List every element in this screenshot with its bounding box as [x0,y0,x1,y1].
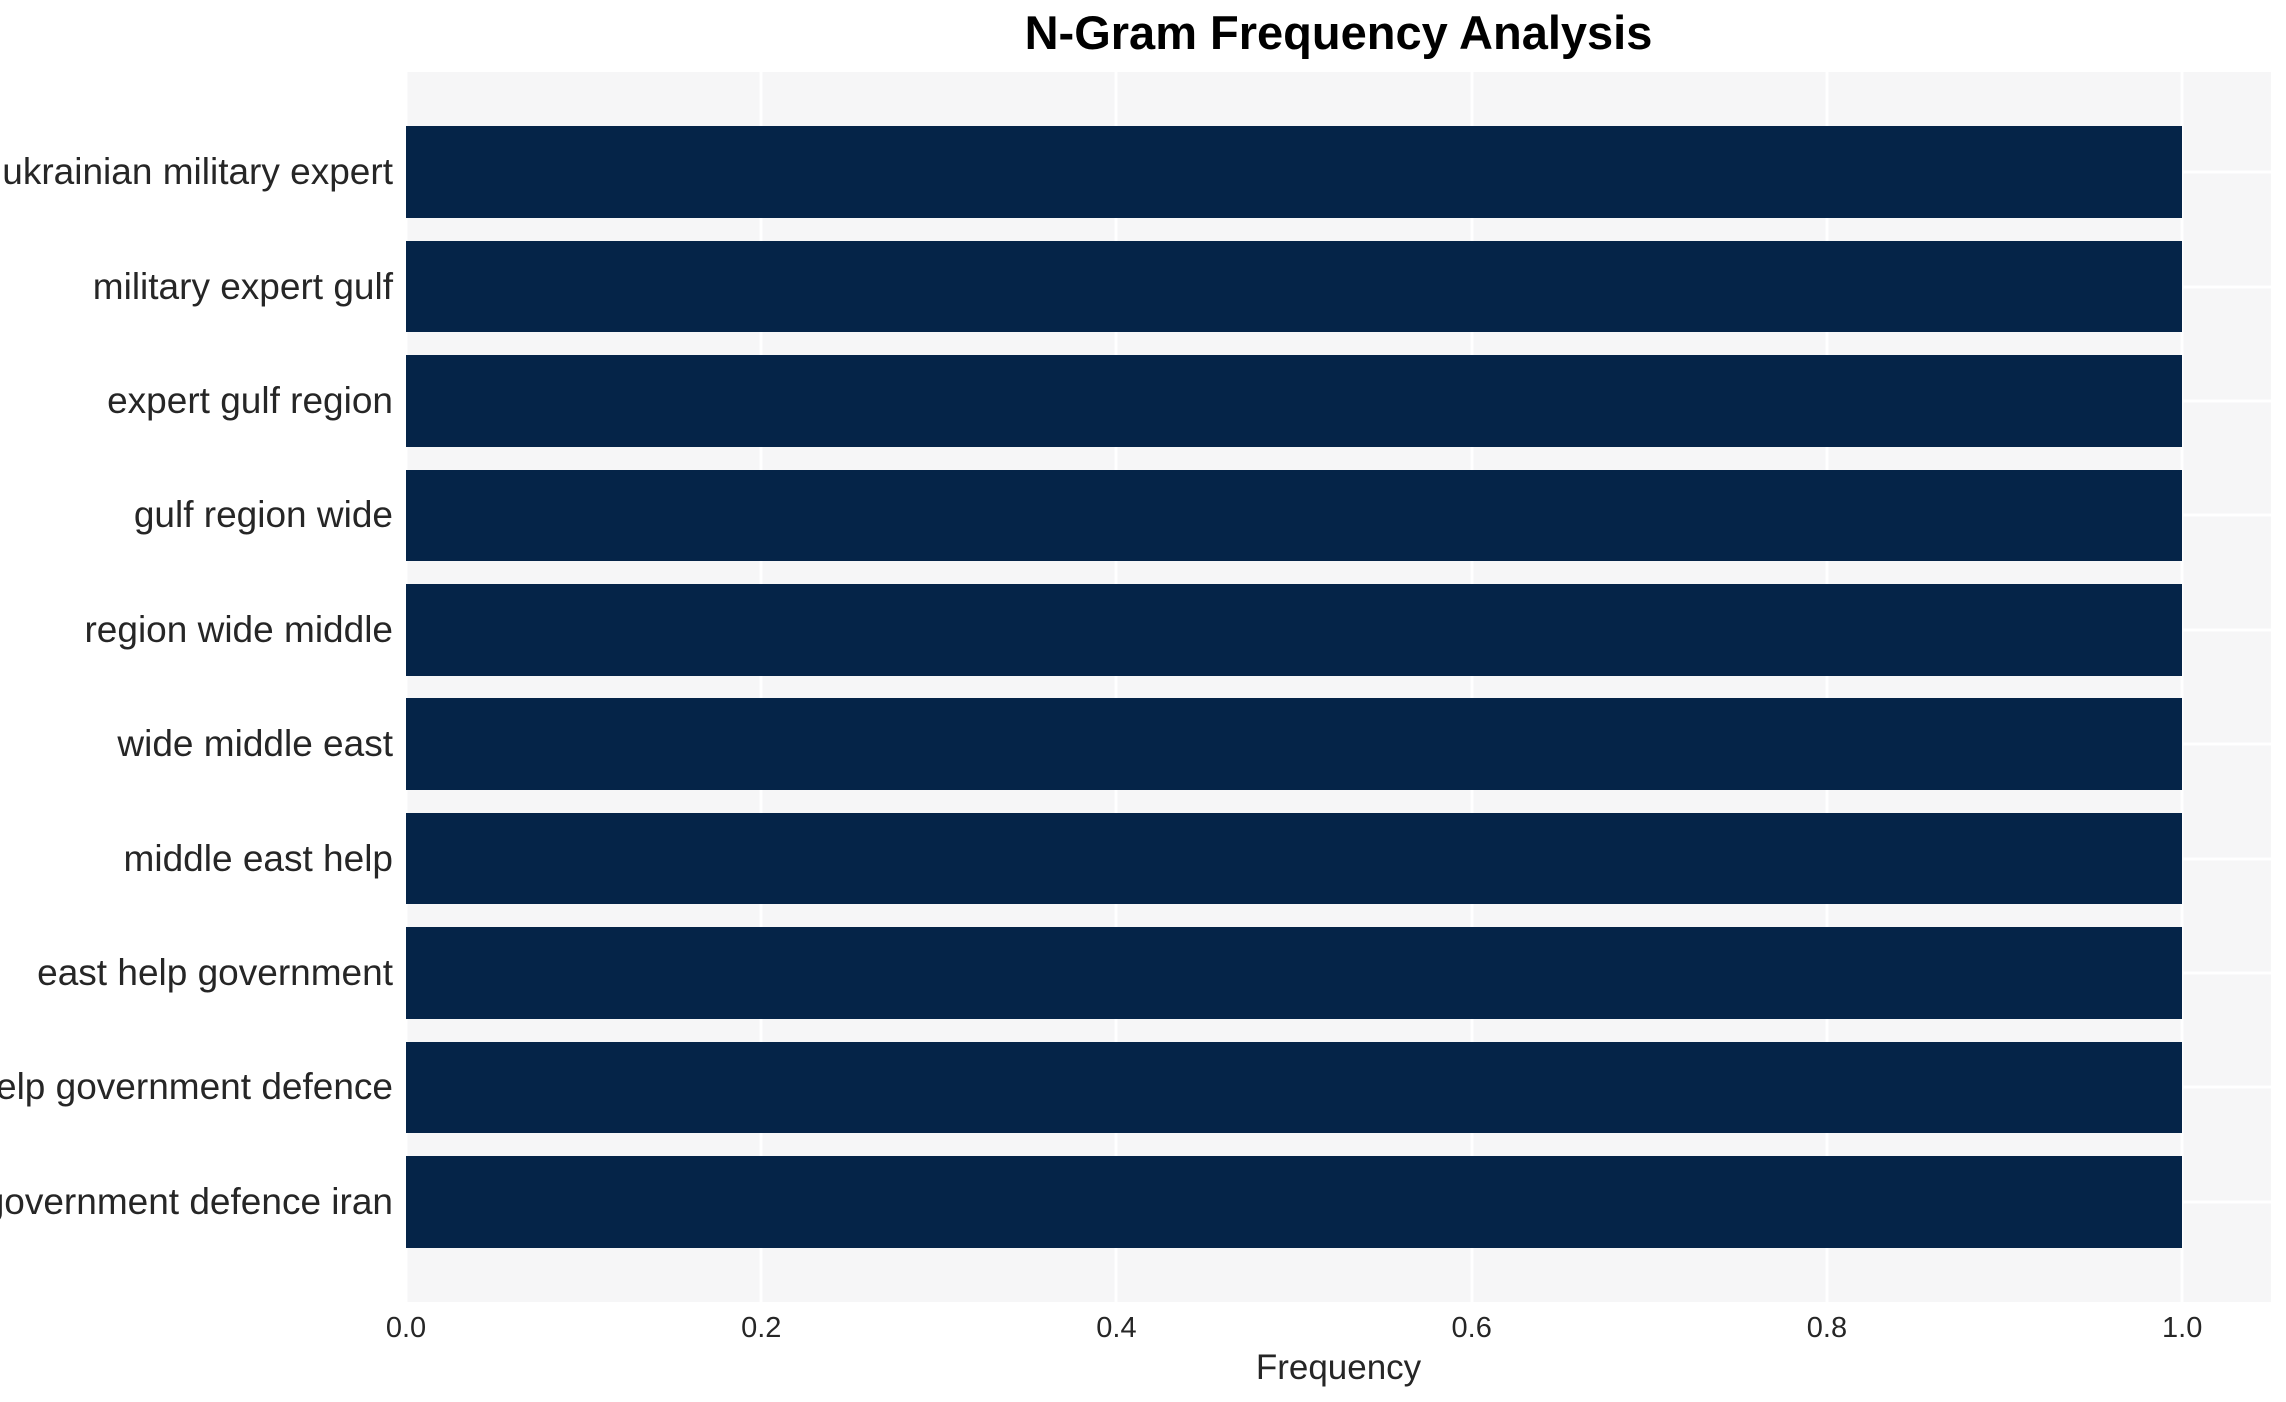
bar-row [406,229,2271,343]
v-gridline [1114,72,1118,1302]
x-tick-label: 1.0 [2162,1312,2203,1344]
bar-row [406,1030,2271,1144]
bar [406,1156,2183,1248]
plot-area [406,72,2271,1302]
bar [406,1041,2183,1134]
bar [406,584,2183,676]
bar [406,469,2183,562]
bar [406,698,2183,790]
x-tick-label: 0.8 [1806,1312,1848,1344]
x-tick-label: 0.0 [385,1312,427,1344]
x-tick-label: 0.6 [1451,1312,1492,1344]
y-axis-labels: ukrainian military expert military expert… [0,115,393,1259]
v-gridline [1470,72,1474,1302]
y-axis-label: expert gulf region [107,379,393,421]
y-axis-label: government defence iran [0,1180,393,1222]
bar-row [406,687,2271,801]
bar-row [406,344,2271,458]
bar [406,355,2183,447]
y-axis-label: east help government [37,951,393,993]
bar-row [406,916,2271,1030]
v-gridline [1825,72,1829,1302]
bar-row [406,458,2271,572]
y-axis-label: ukrainian military expert [2,151,393,193]
bar-row [406,573,2271,687]
y-axis-label: help government defence [0,1066,393,1108]
x-axis-ticks: 0.0 0.2 0.4 0.6 0.8 1.0 [386,1312,2271,1352]
v-gridline [759,72,763,1302]
bar [406,812,2183,905]
y-axis-label: region wide middle [84,608,393,650]
y-axis-label: gulf region wide [133,494,393,536]
bar [406,126,2183,218]
bar-row [406,1145,2271,1259]
bars-region [406,115,2271,1259]
y-axis-label: middle east help [123,837,393,879]
x-tick-label: 0.4 [1096,1312,1137,1344]
y-axis-label: military expert gulf [92,265,393,307]
x-tick-label: 0.2 [741,1312,782,1344]
v-gridline [406,72,408,1302]
x-axis-title: Frequency [1255,1348,1422,1387]
bar-row [406,115,2271,229]
bar-row [406,801,2271,915]
y-axis-label: wide middle east [117,723,393,765]
chart-title: N-Gram Frequency Analysis [1024,6,1653,59]
bar [406,240,2183,333]
v-gridline [2180,72,2184,1302]
bar [406,927,2183,1019]
